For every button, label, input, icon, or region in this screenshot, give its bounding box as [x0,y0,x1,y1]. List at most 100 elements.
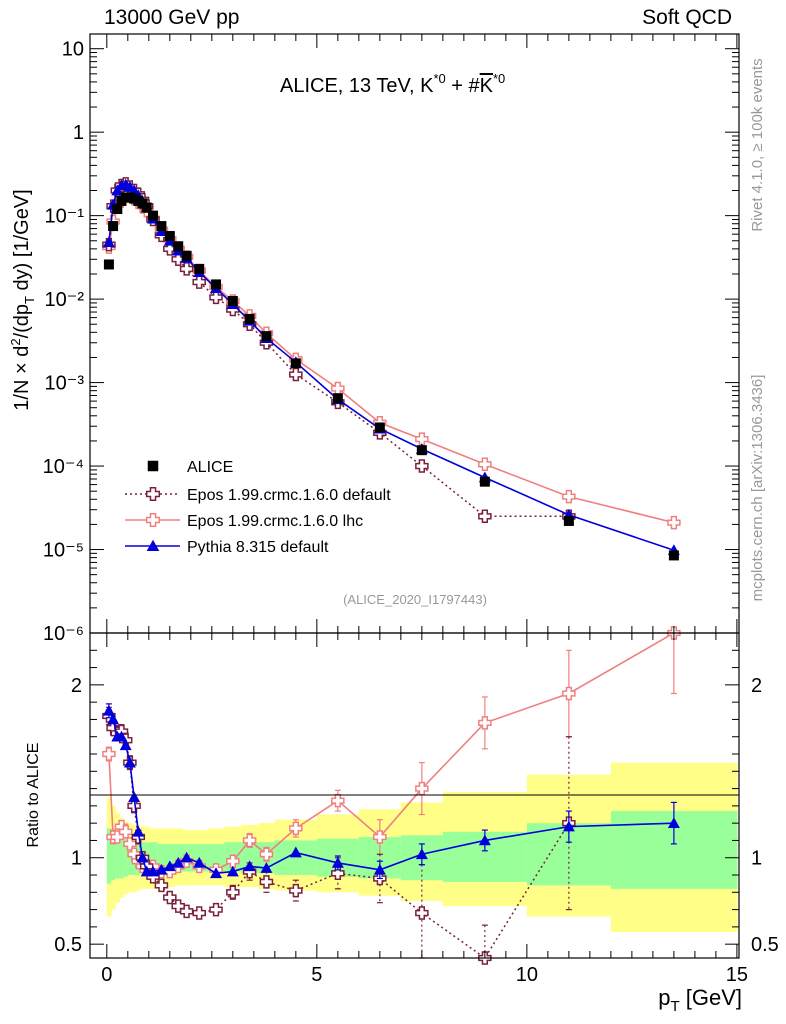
data-point [562,820,575,832]
data-point [415,906,429,920]
data-point [227,295,238,306]
data-point [331,856,344,868]
data-point [102,236,115,248]
series-line [108,183,569,518]
series-line [108,715,570,960]
y-tick-label: 10⁻³ [45,373,85,395]
x-tick-label: 5 [311,964,322,986]
data-point [172,856,185,868]
main-series-epos [102,187,681,530]
data-point [155,863,168,875]
legend-label: Epos 1.99.crmc.1.6.0 lhc [187,513,363,530]
data-point [107,713,120,725]
x-tick-label: 0 [101,964,112,986]
data-point [478,834,491,846]
legend: ALICE Epos 1.99.crmc.1.6.0 default Epos 1.… [125,459,391,556]
data-point [171,252,185,267]
data-point [415,459,429,473]
data-point [164,231,175,242]
ratio-y-tick-label: 2 [71,675,82,697]
band-inner-bin [119,836,125,879]
data-point [173,241,184,252]
data-point [667,817,680,828]
y-tick-label: 10⁻⁵ [43,540,84,562]
data-point [194,263,205,274]
data-point [478,509,492,524]
band-inner-bin [274,840,318,876]
data-point [211,279,222,290]
data-point [115,730,128,742]
analysis-id: (ALICE_2020_I1797443) [343,592,487,607]
data-point [179,904,194,919]
ratio-y-tick-label: 1 [71,848,82,870]
category-label: Soft QCD [642,6,732,29]
legend-label: Epos 1.99.crmc.1.6.0 default [187,487,391,504]
data-point [102,747,116,761]
data-point [145,512,161,528]
rivet-label: Rivet 4.1.0, ≥ 100k events [749,58,766,231]
data-point [226,885,240,900]
ratio-xlabel: pT [GeV] [658,985,742,1015]
ratio-y-tick-label-right: 1 [751,848,762,870]
collision-label: 13000 GeV pp [104,6,240,29]
band-inner-bin [165,843,175,872]
data-point [163,860,176,872]
data-point [416,445,427,456]
data-point [123,756,136,768]
legend-entry: ALICE [147,459,233,476]
data-point [479,476,490,487]
ratio-series-pythia [102,703,680,880]
data-point [260,862,273,873]
data-point [415,848,428,860]
data-point [478,716,492,730]
data-point [261,331,272,342]
x-tick-label: 15 [726,964,748,986]
data-point [289,821,303,836]
data-point [181,250,192,261]
legend-label: Pythia 8.315 default [187,539,329,556]
data-point [374,422,385,433]
data-point [192,275,206,289]
data-point [180,851,193,863]
data-point [373,863,386,875]
legend-label: ALICE [187,459,233,476]
band-inner-bin [148,842,158,874]
ratio-series [102,626,681,965]
y-tick-label: 10⁻² [45,289,85,311]
data-point [289,883,303,898]
data-point [563,515,574,526]
data-point [415,432,429,446]
data-point [102,704,115,716]
main-series-epos [102,177,576,524]
data-point [226,865,239,877]
data-point [147,460,159,472]
data-point [289,846,302,858]
data-point [145,486,161,502]
data-point [179,262,194,276]
band-inner-bin [207,843,226,872]
y-tick-label: 1 [73,122,84,144]
data-point [146,539,160,552]
data-point [193,856,206,868]
ratio-uncertainty-bands [106,762,738,933]
data-point [331,793,345,808]
main-series [102,177,681,561]
data-point [163,242,177,256]
data-point [132,825,145,837]
data-point [259,875,274,889]
data-point [290,358,301,369]
legend-entry: Pythia 8.315 default [125,539,329,556]
legend-entry: Epos 1.99.crmc.1.6.0 lhc [125,512,363,530]
data-point [259,847,274,862]
data-point [668,550,679,561]
data-point [209,290,223,305]
main-series-alice [103,192,679,561]
mcplots-label: mcplots.cern.ch [arXiv:1306.3436] [749,375,766,602]
band-inner-bin [106,828,112,884]
data-point [667,515,681,530]
ratio-y-tick-label: 0.5 [54,934,82,956]
data-point [562,489,576,504]
data-point [156,221,167,232]
